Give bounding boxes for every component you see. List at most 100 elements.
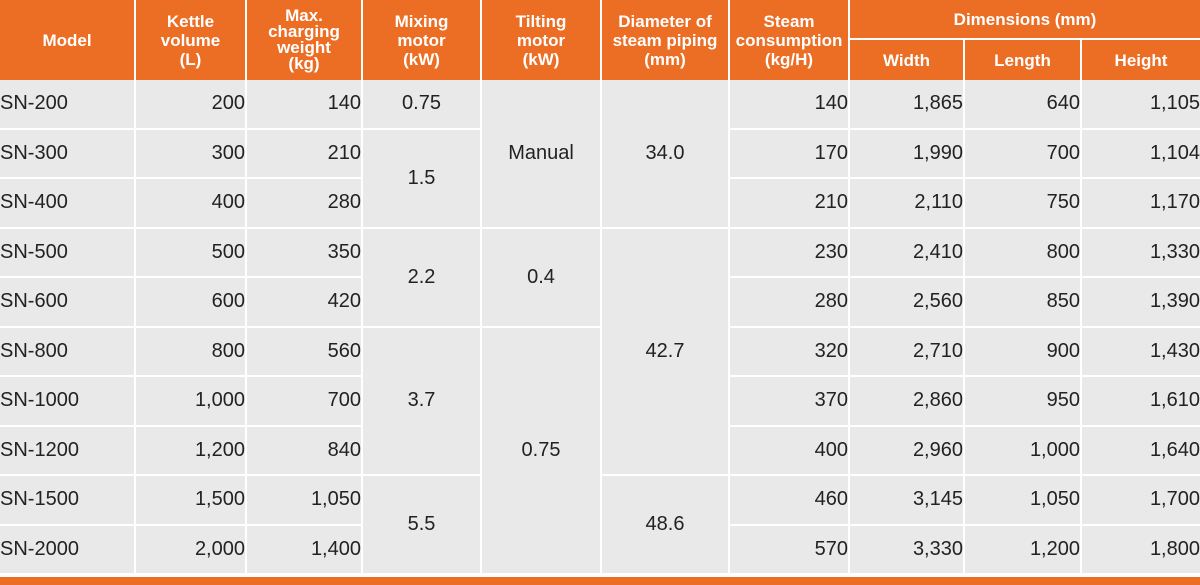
table-row: SN-800 800 560 3.7 0.75 320 2,710 900 1,… xyxy=(0,327,1200,575)
cell-charging-weight: 420 xyxy=(247,278,363,328)
cell-charging-weight: 840 xyxy=(247,426,363,476)
cell-mixing-motor: 0.75 xyxy=(363,80,482,130)
header-width: Width xyxy=(850,40,965,80)
cell-length: 900 xyxy=(965,327,1082,377)
cell-steam-piping: 42.7 xyxy=(602,228,730,476)
cell-model: SN-300 xyxy=(0,129,136,179)
cell-length: 950 xyxy=(965,377,1082,427)
cell-model: SN-800 xyxy=(0,327,136,377)
cell-volume: 400 xyxy=(136,179,247,229)
table-row: SN-1500 1,500 1,050 5.5 48.6 460 3,145 1… xyxy=(0,476,1200,575)
cell-model: SN-2000 xyxy=(0,525,136,575)
cell-volume: 600 xyxy=(136,278,247,328)
table-row: SN-600 600 420 280 2,560 850 1,390 xyxy=(0,278,1200,328)
cell-charging-weight: 1,400 xyxy=(247,525,363,575)
table-row: SN-400 400 280 210 2,110 750 1,170 xyxy=(0,179,1200,229)
table-row: SN-300 300 210 1.5 170 1,990 700 1,104 xyxy=(0,129,1200,229)
cell-width: 2,710 xyxy=(850,327,965,377)
cell-steam-consumption: 460 xyxy=(730,476,850,526)
header-tilting-motor: Tilting motor (kW) xyxy=(482,0,602,80)
cell-height: 1,104 xyxy=(1082,129,1200,179)
cell-length: 1,000 xyxy=(965,426,1082,476)
cell-width: 2,110 xyxy=(850,179,965,229)
header-mixing-motor: Mixing motor (kW) xyxy=(363,0,482,80)
cell-width: 2,410 xyxy=(850,228,965,278)
cell-charging-weight: 1,050 xyxy=(247,476,363,526)
cell-width: 1,865 xyxy=(850,80,965,130)
cell-tilting-motor: 0.75 xyxy=(482,327,602,575)
cell-height: 1,700 xyxy=(1082,476,1200,526)
cell-width: 2,960 xyxy=(850,426,965,476)
header-steam-consumption: Steam consumption (kg/H) xyxy=(730,0,850,80)
header-steam-piping-diameter: Diameter of steam piping (mm) xyxy=(602,0,730,80)
cell-height: 1,430 xyxy=(1082,327,1200,377)
cell-width: 3,145 xyxy=(850,476,965,526)
cell-height: 1,170 xyxy=(1082,179,1200,229)
cell-width: 3,330 xyxy=(850,525,965,575)
cell-steam-piping: 48.6 xyxy=(602,476,730,575)
cell-width: 2,560 xyxy=(850,278,965,328)
cell-volume: 1,000 xyxy=(136,377,247,427)
cell-steam-consumption: 320 xyxy=(730,327,850,377)
cell-steam-consumption: 370 xyxy=(730,377,850,427)
cell-length: 640 xyxy=(965,80,1082,130)
cell-model: SN-200 xyxy=(0,80,136,130)
cell-volume: 800 xyxy=(136,327,247,377)
cell-steam-consumption: 570 xyxy=(730,525,850,575)
cell-mixing-motor: 3.7 xyxy=(363,327,482,476)
cell-model: SN-500 xyxy=(0,228,136,278)
cell-model: SN-600 xyxy=(0,278,136,328)
cell-steam-consumption: 210 xyxy=(730,179,850,229)
cell-charging-weight: 560 xyxy=(247,327,363,377)
header-height: Height xyxy=(1082,40,1200,80)
cell-height: 1,610 xyxy=(1082,377,1200,427)
cell-charging-weight: 700 xyxy=(247,377,363,427)
cell-volume: 200 xyxy=(136,80,247,130)
cell-length: 850 xyxy=(965,278,1082,328)
cell-tilting-motor: Manual xyxy=(482,80,602,229)
cell-width: 1,990 xyxy=(850,129,965,179)
cell-volume: 500 xyxy=(136,228,247,278)
cell-steam-consumption: 280 xyxy=(730,278,850,328)
table-row: SN-200 200 140 0.75 Manual 34.0 140 1,86… xyxy=(0,80,1200,229)
cell-height: 1,640 xyxy=(1082,426,1200,476)
cell-height: 1,390 xyxy=(1082,278,1200,328)
cell-model: SN-400 xyxy=(0,179,136,229)
cell-charging-weight: 280 xyxy=(247,179,363,229)
cell-height: 1,105 xyxy=(1082,80,1200,130)
cell-volume: 2,000 xyxy=(136,525,247,575)
cell-model: SN-1500 xyxy=(0,476,136,526)
cell-steam-consumption: 230 xyxy=(730,228,850,278)
header-dimensions: Dimensions (mm) xyxy=(850,0,1200,40)
cell-charging-weight: 140 xyxy=(247,80,363,130)
cell-volume: 1,500 xyxy=(136,476,247,526)
header-length: Length xyxy=(965,40,1082,80)
cell-volume: 1,200 xyxy=(136,426,247,476)
table-row: SN-1200 1,200 840 400 2,960 1,000 1,640 xyxy=(0,426,1200,476)
table-row: SN-2000 2,000 1,400 570 3,330 1,200 1,80… xyxy=(0,525,1200,575)
cell-length: 1,200 xyxy=(965,525,1082,575)
cell-height: 1,330 xyxy=(1082,228,1200,278)
cell-length: 800 xyxy=(965,228,1082,278)
cell-volume: 300 xyxy=(136,129,247,179)
cell-steam-consumption: 140 xyxy=(730,80,850,130)
cell-mixing-motor: 2.2 xyxy=(363,228,482,328)
cell-length: 750 xyxy=(965,179,1082,229)
cell-length: 1,050 xyxy=(965,476,1082,526)
cell-model: SN-1000 xyxy=(0,377,136,427)
cell-mixing-motor: 1.5 xyxy=(363,129,482,229)
cell-steam-consumption: 400 xyxy=(730,426,850,476)
cell-width: 2,860 xyxy=(850,377,965,427)
table-row: SN-500 500 350 2.2 0.4 42.7 230 2,410 80… xyxy=(0,228,1200,476)
cell-height: 1,800 xyxy=(1082,525,1200,575)
header-model: Model xyxy=(0,0,136,80)
cell-steam-piping: 34.0 xyxy=(602,80,730,229)
cell-model: SN-1200 xyxy=(0,426,136,476)
table-row: SN-1000 1,000 700 370 2,860 950 1,610 xyxy=(0,377,1200,427)
header-max-charging-weight: Max. charging weight (kg) xyxy=(247,0,363,80)
cell-length: 700 xyxy=(965,129,1082,179)
bottom-accent-bar xyxy=(0,577,1200,585)
cell-tilting-motor: 0.4 xyxy=(482,228,602,328)
cell-charging-weight: 350 xyxy=(247,228,363,278)
